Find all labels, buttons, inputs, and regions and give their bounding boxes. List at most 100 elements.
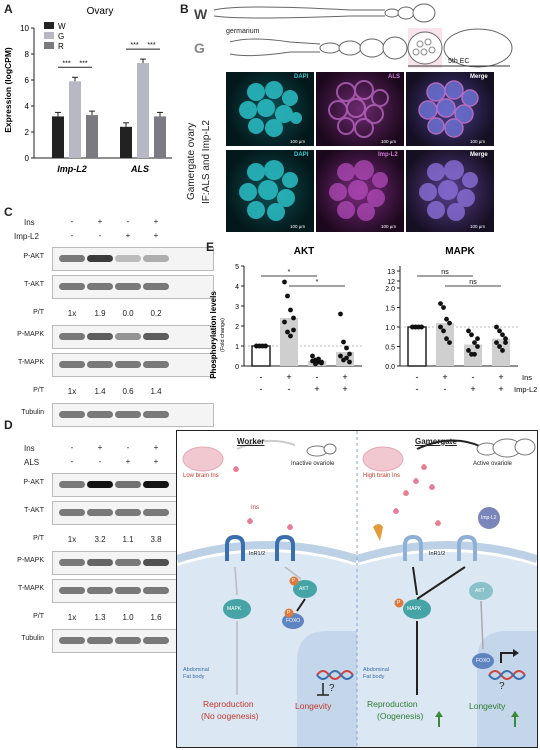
- chart-e-point: [475, 344, 480, 349]
- blot-band: [115, 411, 141, 418]
- worker-ovary: Inactive ovariole: [291, 461, 334, 467]
- micrograph-merge-impl2: [406, 150, 494, 232]
- blot-pt-value: 0.2: [146, 309, 166, 318]
- chart-e-imp-sign: -: [416, 384, 419, 394]
- chart-e-point: [338, 354, 343, 359]
- panel-c-letter: C: [4, 205, 13, 219]
- blot-band: [143, 283, 169, 290]
- chart-e-ins-sign: -: [316, 372, 319, 382]
- chart-e-ytick-label: 2.0: [385, 286, 395, 293]
- blot-band: [143, 255, 169, 262]
- worker-longevity: Longevity: [295, 701, 331, 711]
- blot-band: [87, 509, 113, 516]
- gamergate-question: ?: [499, 681, 505, 692]
- label-dapi-1: DAPI: [294, 74, 308, 80]
- chart-e-ytick-label: 1.5: [385, 306, 395, 313]
- scale-bar-4: 100 µm: [290, 224, 305, 229]
- chart-e-title: AKT: [294, 246, 315, 257]
- chart-e-point: [419, 325, 424, 330]
- chart-e-ins-sign: +: [342, 372, 347, 382]
- chart-e-point: [282, 280, 287, 285]
- blot-ins-sign: +: [146, 217, 166, 226]
- chart-e-point: [441, 305, 446, 310]
- chart-a-sig-label: ***: [130, 42, 138, 49]
- panel-d-letter: D: [4, 418, 13, 432]
- chart-e-point: [341, 340, 346, 345]
- chart-e-point: [497, 329, 502, 334]
- micrograph-merge-als: [406, 72, 494, 146]
- blot-strip: [52, 325, 214, 349]
- chart-e-point: [497, 344, 502, 349]
- blot-band: [115, 481, 141, 488]
- chart-e-imp-sign: +: [342, 384, 347, 394]
- chart-e-point: [285, 294, 290, 299]
- chart-e-ylabel: Phosphorylation levels: [209, 291, 218, 379]
- panel-b-letter: B: [180, 2, 189, 16]
- panel-b-w-label: W: [194, 6, 207, 22]
- chart-e-point: [494, 325, 499, 330]
- worker-p-2: P: [287, 610, 290, 616]
- chart-e-point: [310, 354, 315, 359]
- chart-e-ytick-label: 4: [235, 284, 239, 291]
- blot-pt-value: 1.9: [90, 309, 110, 318]
- blot-band: [87, 481, 113, 488]
- chart-e-sig-label: ns: [441, 269, 449, 276]
- blot-pt-value: 3.8: [146, 535, 166, 544]
- blot-ins-sign: +: [90, 217, 110, 226]
- chart-e-ytick-label: 0: [235, 364, 239, 371]
- chart-e-bar: [252, 346, 270, 366]
- chart-e-ytick-label: 5: [235, 264, 239, 271]
- gamergate-receptor: InR1/2: [429, 551, 445, 557]
- blot-pt-value: 1x: [62, 309, 82, 318]
- blot-row-label: P-MAPK: [4, 557, 44, 564]
- gamergate-foxo: FOXO: [476, 658, 490, 664]
- chart-a-ylabel: Expression (logCPM): [3, 47, 13, 133]
- chart-e-point: [441, 329, 446, 334]
- chart-e-point: [288, 334, 293, 339]
- worker-title: Worker: [237, 437, 264, 446]
- chart-a-sig-label: ***: [62, 60, 70, 67]
- chart-e-point: [472, 340, 477, 345]
- chart-e-point: [291, 316, 296, 321]
- blot-imp-sign: +: [118, 231, 138, 240]
- chart-e-point: [313, 362, 318, 367]
- chart-e-sig-label: *: [288, 269, 291, 276]
- blot-band: [143, 587, 169, 594]
- chart-a-sig-label: ***: [147, 42, 155, 49]
- blot-ins-sign: -: [62, 443, 82, 452]
- chart-a-legend-label: W: [58, 22, 66, 31]
- blot-pt-value: 1.6: [146, 613, 166, 622]
- blot-row-label: P/T: [4, 387, 44, 394]
- blot-row-label: P-MAPK: [4, 331, 44, 338]
- chart-e-point: [344, 356, 349, 361]
- chart-a-ytick-label: 10: [20, 24, 29, 33]
- blot-band: [143, 411, 169, 418]
- blot-band: [59, 509, 85, 516]
- blot-strip: [52, 275, 214, 299]
- chart-e-point: [503, 340, 508, 345]
- label-dapi-2: DAPI: [294, 152, 308, 158]
- gamergate-title: Gamergate: [415, 437, 457, 446]
- chart-e-point: [263, 344, 268, 349]
- scale-bar-6: 100 µm: [470, 224, 485, 229]
- blot-row-label: T-MAPK: [4, 359, 44, 366]
- chart-e-imp-sign: -: [260, 384, 263, 394]
- blot-imp-sign: +: [146, 231, 166, 240]
- ovariole-diagram: [210, 0, 530, 75]
- worker-fatbody-2: Fat body: [183, 674, 204, 680]
- micrograph-als: [316, 72, 404, 146]
- chart-e-point: [282, 320, 287, 325]
- chart-e-imp-label: Imp-L2: [514, 385, 537, 394]
- chart-a-legend-swatch: [44, 42, 54, 49]
- blot-pt-value: 1x: [62, 535, 82, 544]
- gamergate-impl2: Imp-L2: [481, 515, 497, 521]
- chart-e-point: [472, 352, 477, 357]
- chart-e-sig-label: *: [316, 279, 319, 286]
- chart-e-ytick-label: 1: [235, 344, 239, 351]
- micrograph-impl2: [316, 150, 404, 232]
- blot-band: [59, 333, 85, 340]
- blot-band: [143, 333, 169, 340]
- chart-e-ins-sign: +: [498, 372, 503, 382]
- panel-b-side-label-2: IF:ALS and Imp-L2: [201, 120, 212, 204]
- worker-repro-1: Reproduction: [203, 699, 254, 709]
